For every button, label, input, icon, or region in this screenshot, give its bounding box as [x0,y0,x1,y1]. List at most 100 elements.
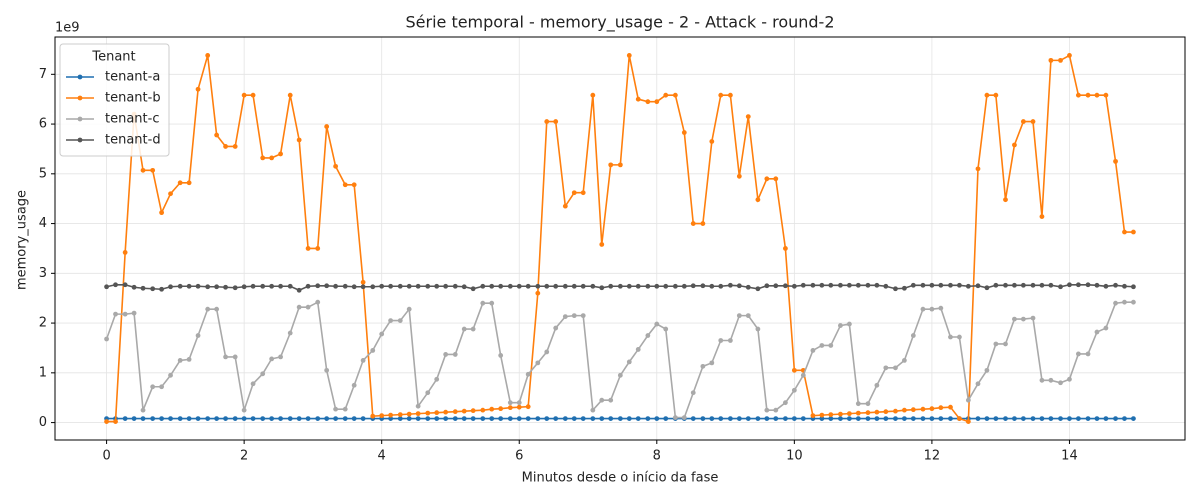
data-point [984,285,990,291]
data-point [562,314,568,320]
data-point [865,416,871,422]
data-point [360,284,366,290]
data-point [241,284,247,290]
data-point [626,416,632,422]
data-point [535,416,541,422]
data-point [351,182,357,188]
data-point [1039,416,1045,422]
data-point [828,343,834,348]
data-point [287,330,293,336]
data-point [1122,229,1127,235]
data-point [590,407,596,413]
data-point [810,413,816,419]
data-point [1094,92,1100,98]
data-point [113,311,118,317]
data-point [553,283,559,289]
data-point [1003,197,1008,203]
data-point [315,283,321,289]
data-point [846,411,852,417]
data-point [608,397,614,403]
data-point [800,416,806,422]
data-point [984,92,990,98]
data-point [929,406,935,412]
data-point [205,306,211,312]
data-point [223,284,228,290]
data-point [305,416,311,422]
data-point [562,203,568,209]
data-point [975,166,981,172]
data-point [379,413,385,419]
data-point [324,283,330,289]
data-point [388,318,394,323]
data-point [1003,416,1008,422]
data-point [269,356,275,362]
data-point [635,416,641,422]
data-point [1122,283,1127,289]
data-point [800,282,806,288]
data-point [846,282,852,288]
data-point [1030,119,1036,124]
data-point [269,283,275,289]
data-point [635,283,641,289]
data-point [342,406,348,412]
data-point [195,86,201,92]
data-point [516,416,522,422]
data-point [241,92,247,98]
data-point [305,246,311,251]
data-point [140,416,146,422]
data-point [406,416,412,422]
data-point [718,338,724,343]
data-point [580,283,586,289]
data-point [544,349,550,355]
data-point [195,333,201,338]
data-point [1067,416,1072,422]
data-point [1075,92,1081,98]
data-point [1067,53,1072,58]
data-point [452,352,458,357]
data-point [865,401,871,407]
data-point [351,382,357,388]
data-point [855,416,861,422]
x-tick-label: 10 [786,449,803,464]
data-point [122,250,128,255]
data-point [104,419,109,424]
data-point [874,282,880,288]
data-point [498,283,504,289]
data-point [727,416,733,422]
data-point [461,416,467,422]
data-point [580,190,586,196]
data-point [296,137,302,143]
data-point [260,371,266,377]
legend-marker [77,95,83,101]
data-point [1030,416,1036,422]
data-point [397,412,403,418]
data-point [736,173,742,179]
data-point [865,410,871,416]
data-point [874,416,880,422]
data-point [388,283,394,289]
y-tick-label: 0 [39,415,47,430]
data-point [571,313,577,319]
data-point [269,416,275,422]
data-point [1048,282,1054,288]
data-point [910,416,916,422]
data-point [388,412,394,418]
data-point [480,283,486,289]
data-point [150,416,156,422]
data-point [893,416,898,422]
data-point [993,341,999,347]
data-point [159,416,165,422]
data-point [672,92,678,98]
data-point [599,242,605,247]
data-point [269,155,275,161]
data-point [397,318,403,323]
data-point [975,283,981,289]
data-point [663,416,669,422]
data-point [1012,282,1017,288]
data-point [296,287,302,293]
data-point [140,407,146,413]
data-point [525,371,531,377]
data-point [709,416,715,422]
data-point [535,360,541,366]
